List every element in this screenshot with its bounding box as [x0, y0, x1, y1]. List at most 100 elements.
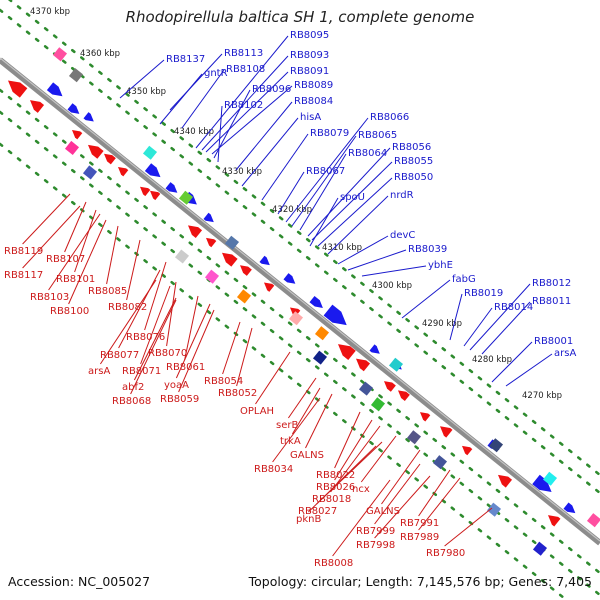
feature-box	[486, 502, 502, 517]
reverse-gene-label: OPLAH	[240, 406, 274, 417]
feature-box	[82, 165, 98, 180]
scale-label: 4310 kbp	[322, 243, 362, 253]
forward-leader-line	[181, 69, 225, 129]
forward-gene-arrow	[309, 296, 323, 308]
forward-gene-arrow	[144, 163, 161, 178]
reverse-leader-line	[126, 239, 141, 301]
reverse-gene-label: RB8100	[50, 306, 89, 317]
forward-leader-line	[277, 171, 305, 215]
forward-leader-line	[195, 35, 289, 149]
forward-gene-label: RB8089	[294, 80, 333, 91]
forward-leader-line	[235, 101, 293, 171]
reverse-gene-label: RB8082	[108, 302, 147, 313]
reverse-leader-line	[381, 449, 421, 505]
reverse-leader-line	[130, 299, 177, 395]
forward-leader-line	[285, 117, 369, 223]
reverse-gene-label: RB8052	[218, 388, 257, 399]
forward-gene-label: ybhE	[428, 260, 453, 271]
forward-leader-line	[159, 73, 203, 125]
scale-label: 4280 kbp	[472, 355, 512, 365]
forward-gene-arrow	[203, 212, 214, 223]
forward-gene-label: RB8064	[348, 148, 387, 159]
reverse-leader-line	[68, 219, 107, 305]
forward-gene-arrow	[283, 273, 296, 284]
forward-leader-line	[449, 293, 463, 341]
forward-gene-label: RB8014	[494, 302, 533, 313]
scale-label: 4270 kbp	[522, 391, 562, 401]
forward-gene-label: RB8091	[290, 66, 329, 77]
reverse-leader-line	[287, 377, 317, 419]
reverse-leader-line	[308, 445, 377, 513]
feature-box	[432, 455, 448, 470]
forward-gene-label: RB8084	[294, 96, 333, 107]
feature-box	[68, 68, 84, 83]
scale-label: 4290 kbp	[422, 319, 462, 329]
guide-ring-4	[0, 142, 569, 600]
reverse-gene-arrow	[88, 144, 104, 159]
reverse-leader-line	[291, 387, 321, 435]
reverse-gene-label: trkA	[280, 436, 301, 447]
reverse-gene-label: RB8117	[4, 270, 43, 281]
reverse-leader-line	[334, 419, 373, 481]
forward-leader-line	[311, 161, 393, 241]
feature-box	[174, 249, 190, 264]
guide-ring-1	[0, 8, 600, 495]
reverse-gene-arrow	[420, 412, 431, 422]
reverse-gene-label: RB7998	[356, 540, 395, 551]
reverse-gene-arrow	[72, 129, 83, 140]
reverse-gene-label: RB8101	[56, 274, 95, 285]
forward-leader-line	[491, 341, 533, 383]
reverse-leader-line	[118, 269, 161, 349]
backbone-highlight	[0, 57, 600, 542]
forward-gene-arrow	[369, 344, 380, 354]
forward-gene-label: RB8093	[290, 50, 329, 61]
forward-gene-arrow	[46, 82, 63, 97]
scale-label: 4320 kbp	[272, 205, 312, 215]
feature-box	[64, 140, 80, 155]
forward-leader-line	[299, 153, 347, 231]
feature-box	[542, 471, 558, 486]
reverse-gene-arrow	[398, 390, 410, 402]
forward-leader-line	[401, 279, 451, 319]
forward-gene-arrow	[67, 103, 80, 114]
forward-gene-label: RB8137	[166, 54, 205, 65]
forward-gene-label: RB8079	[310, 128, 349, 139]
forward-gene-label: hisA	[300, 112, 321, 123]
scale-label: 4340 kbp	[174, 127, 214, 137]
reverse-gene-label: RB8026	[316, 482, 355, 493]
forward-gene-label: gntR	[204, 68, 228, 79]
forward-leader-line	[291, 135, 357, 227]
reverse-gene-arrow	[222, 252, 238, 267]
reverse-gene-label: serB	[276, 420, 298, 431]
forward-gene-label: RB8011	[532, 296, 571, 307]
reverse-gene-arrow	[30, 100, 45, 113]
reverse-gene-label: GALNS	[290, 450, 324, 461]
forward-leader-line	[505, 353, 553, 387]
reverse-gene-arrow	[118, 166, 129, 177]
forward-gene-arrow	[165, 182, 178, 193]
feature-box	[388, 357, 404, 372]
feature-box	[236, 289, 252, 304]
reverse-gene-arrow	[188, 225, 203, 239]
reverse-leader-line	[64, 201, 87, 253]
reverse-gene-arrow	[104, 153, 116, 165]
backbone-line	[0, 57, 600, 546]
reverse-gene-arrow	[384, 381, 396, 392]
feature-box	[204, 269, 220, 284]
scale-label: 4370 kbp	[30, 7, 70, 17]
reverse-gene-arrow	[8, 80, 28, 98]
forward-leader-line	[169, 53, 223, 111]
reverse-leader-line	[334, 411, 361, 469]
reverse-gene-label: RB8027	[298, 506, 337, 517]
forward-leader-line	[481, 301, 531, 355]
feature-box	[178, 190, 194, 205]
forward-leader-line	[119, 59, 165, 99]
accession-label: Accession: NC_005027	[8, 574, 151, 589]
topology-summary: Topology: circular; Length: 7,145,576 bp…	[248, 574, 592, 589]
forward-leader-line	[217, 105, 223, 163]
forward-gene-label: RB8065	[358, 130, 397, 141]
forward-gene-label: RB8055	[394, 156, 433, 167]
reverse-gene-arrow	[440, 426, 453, 438]
reverse-gene-label: RB8103	[30, 292, 69, 303]
